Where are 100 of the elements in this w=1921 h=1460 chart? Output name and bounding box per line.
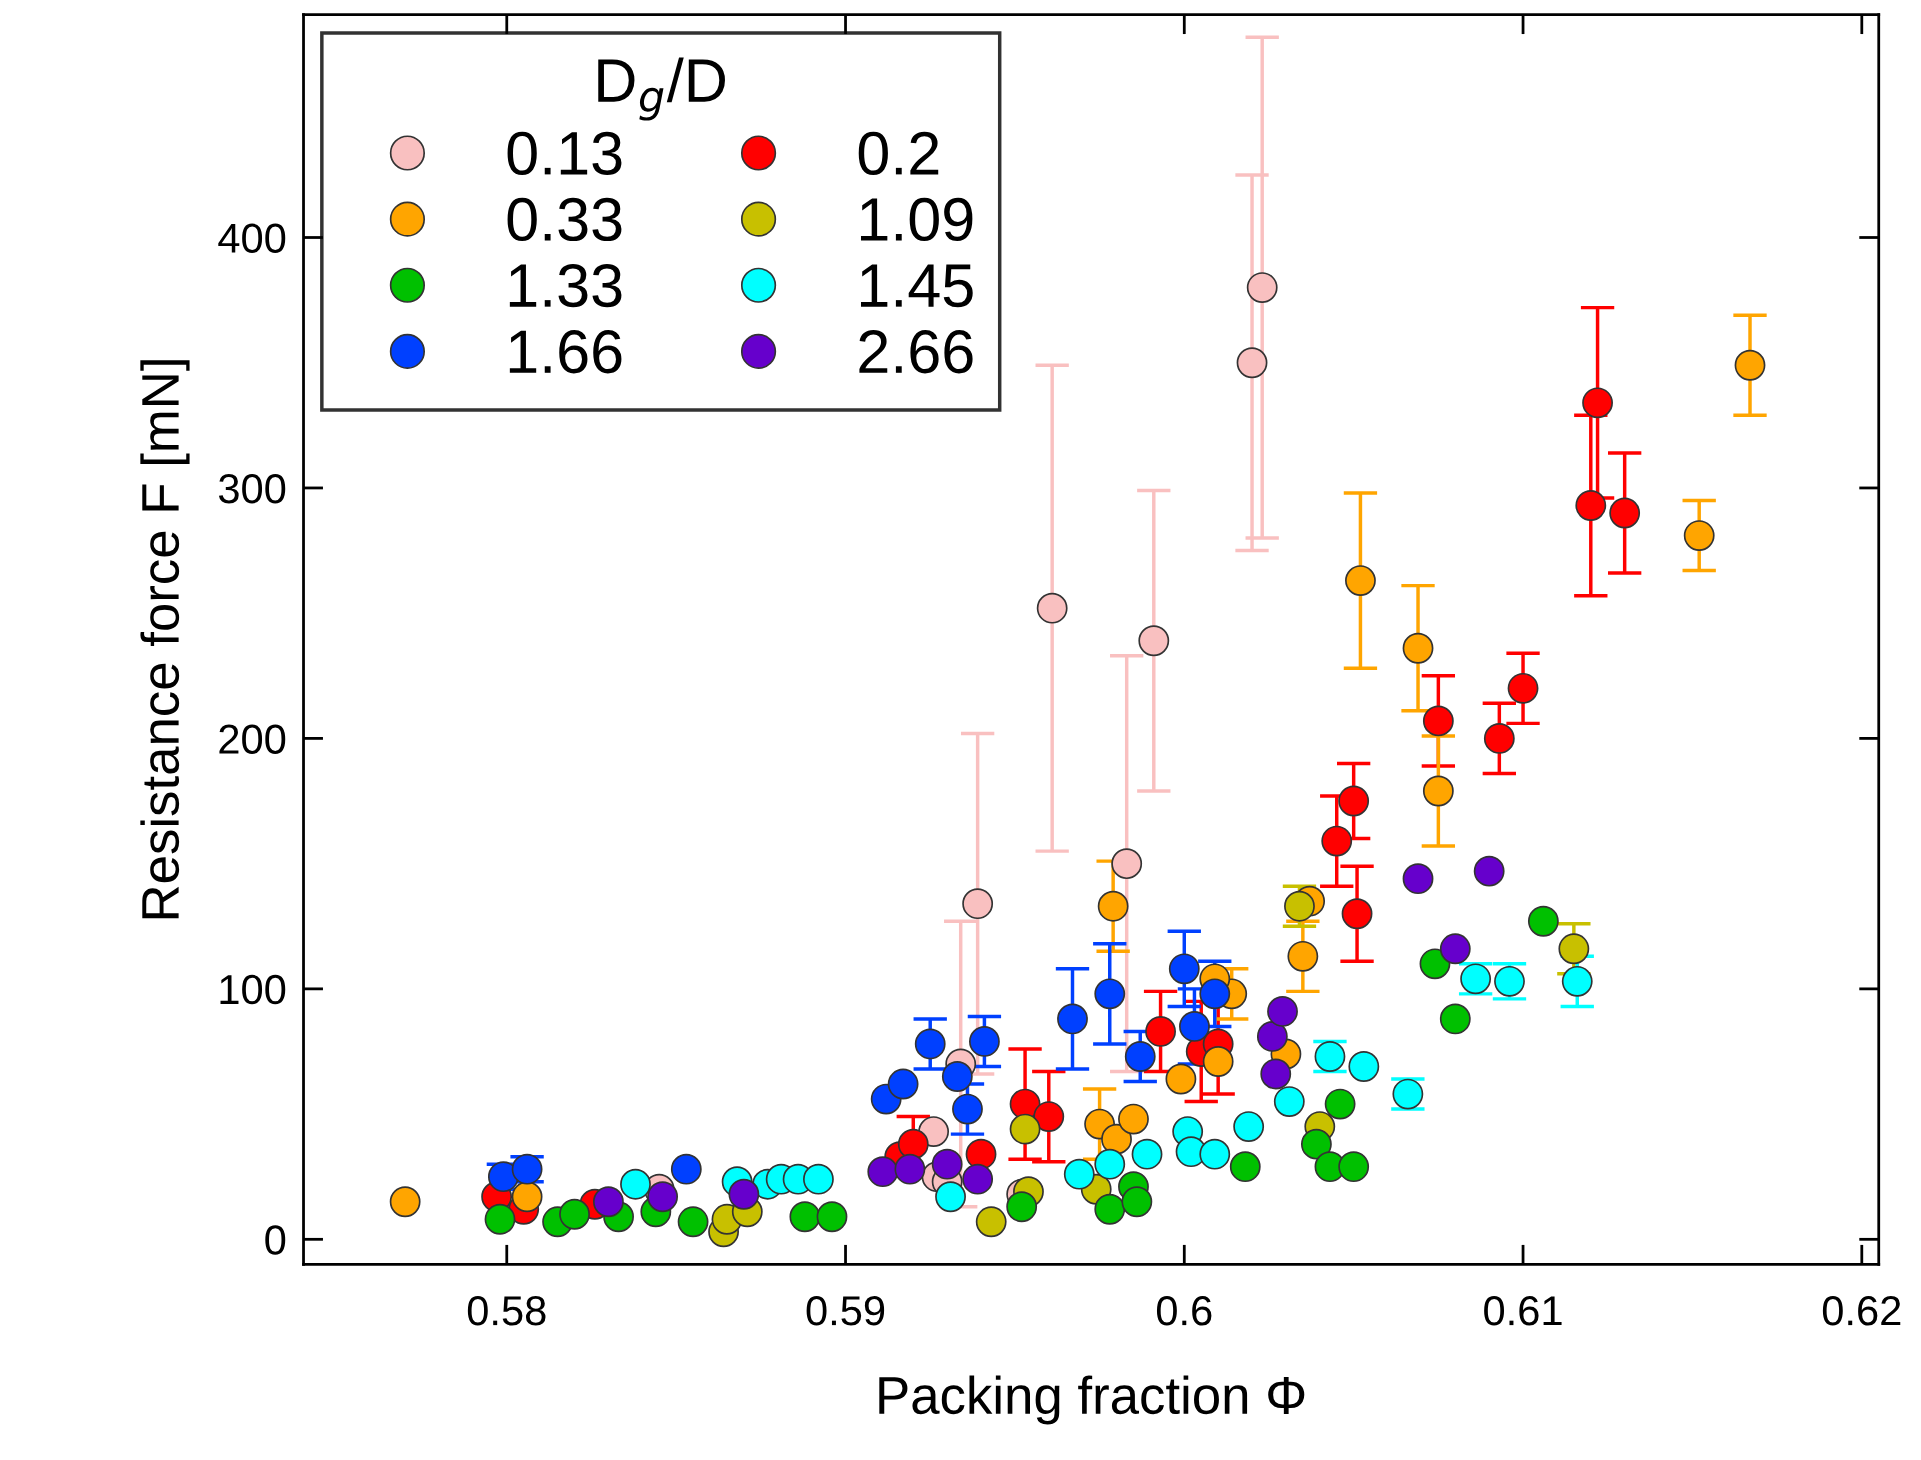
point xyxy=(1131,1138,1163,1170)
legend-label: 0.13 xyxy=(507,131,622,175)
point xyxy=(1267,995,1298,1027)
point xyxy=(887,1068,919,1100)
point xyxy=(1300,1128,1332,1160)
point xyxy=(1111,848,1143,880)
point xyxy=(1734,349,1766,381)
point xyxy=(1179,1011,1210,1042)
point xyxy=(803,1163,834,1195)
point xyxy=(1473,855,1505,887)
legend-label: 1.45 xyxy=(860,264,973,308)
point xyxy=(484,1203,516,1235)
point xyxy=(894,1153,926,1185)
x-tick-label: 0.61 xyxy=(1484,1296,1562,1326)
point xyxy=(914,1028,946,1060)
point xyxy=(1063,1158,1095,1190)
point xyxy=(670,1153,702,1185)
point xyxy=(867,1156,899,1188)
y-tick-label: 200 xyxy=(219,724,286,754)
point xyxy=(1199,1138,1231,1170)
point xyxy=(975,1206,1007,1238)
point xyxy=(1338,1151,1370,1183)
point xyxy=(1033,1101,1065,1133)
y-tick-label: 300 xyxy=(218,473,286,504)
y-tick-label: 400 xyxy=(218,223,286,254)
point xyxy=(941,1061,973,1092)
point xyxy=(389,1186,421,1218)
point xyxy=(1273,1086,1305,1117)
point xyxy=(1124,1041,1156,1072)
point xyxy=(1233,1111,1265,1143)
point xyxy=(1609,497,1641,529)
point xyxy=(789,1201,821,1233)
point xyxy=(931,1148,963,1180)
point xyxy=(1094,1148,1126,1180)
legend-label: 1.09 xyxy=(860,197,973,242)
point xyxy=(1165,1063,1197,1095)
point xyxy=(677,1206,709,1238)
point xyxy=(1321,825,1353,857)
point xyxy=(1246,272,1278,304)
point xyxy=(1121,1186,1153,1218)
x-tick-label: 0.6 xyxy=(1156,1296,1212,1326)
point xyxy=(1341,898,1373,930)
x-tick-label: 0.59 xyxy=(806,1296,885,1326)
point xyxy=(1138,625,1170,657)
point xyxy=(1006,1191,1038,1223)
point xyxy=(897,1128,929,1160)
point xyxy=(1575,490,1607,521)
x-tick-label: 0.58 xyxy=(467,1296,546,1326)
point xyxy=(1345,565,1376,597)
point xyxy=(559,1198,590,1230)
point xyxy=(962,1163,994,1195)
point xyxy=(1507,672,1539,704)
point xyxy=(1439,1003,1471,1035)
legend-label: 2.66 xyxy=(859,330,973,374)
point xyxy=(935,1181,966,1213)
point xyxy=(1199,978,1231,1010)
point xyxy=(1561,965,1593,997)
y-axis-title: Resistance force F [mN] xyxy=(140,360,190,919)
x-axis-title: Packing fraction Φ xyxy=(879,1375,1305,1425)
legend-label: 1.33 xyxy=(509,263,622,308)
point xyxy=(965,1138,997,1170)
point xyxy=(1348,1051,1380,1082)
point xyxy=(1287,940,1319,972)
legend-label: 1.66 xyxy=(509,330,622,374)
legend-label: 0.33 xyxy=(507,197,622,242)
point xyxy=(1236,347,1268,379)
y-tick-label: 100 xyxy=(220,974,286,1005)
point xyxy=(1324,1088,1356,1120)
point xyxy=(1419,948,1451,980)
point xyxy=(592,1186,624,1218)
point xyxy=(1422,775,1454,807)
point xyxy=(969,1026,1000,1057)
point xyxy=(1402,632,1434,664)
point xyxy=(1145,1016,1176,1047)
point xyxy=(1338,785,1370,817)
point xyxy=(1558,933,1590,965)
point xyxy=(1582,387,1613,419)
point xyxy=(1402,863,1434,895)
point xyxy=(1683,520,1715,551)
y-tick-label: 0 xyxy=(265,1225,286,1255)
point xyxy=(1094,978,1126,1010)
point xyxy=(816,1201,848,1233)
point xyxy=(1527,905,1559,937)
point xyxy=(1009,1113,1041,1145)
point xyxy=(1097,890,1129,922)
point xyxy=(1229,1151,1261,1183)
point xyxy=(1483,722,1515,754)
point xyxy=(1439,933,1471,965)
legend-title: D$_{g}$/D xyxy=(598,57,725,121)
point xyxy=(511,1181,543,1213)
point xyxy=(1256,1021,1288,1052)
point xyxy=(1094,1193,1126,1225)
point xyxy=(1284,890,1315,922)
point xyxy=(1168,953,1200,985)
point xyxy=(1202,1046,1234,1077)
point xyxy=(1260,1058,1292,1090)
point xyxy=(962,888,994,920)
point xyxy=(647,1181,679,1213)
point xyxy=(1057,1003,1088,1035)
point xyxy=(620,1168,651,1200)
